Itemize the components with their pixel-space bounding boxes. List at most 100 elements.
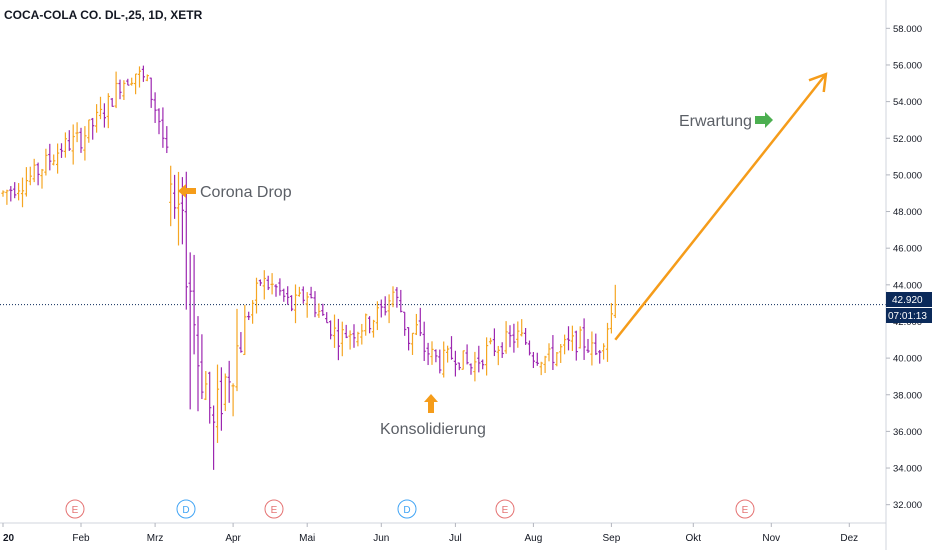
ohlc-bar — [278, 278, 282, 296]
ohlc-bar — [301, 286, 305, 304]
ohlc-bar — [364, 313, 368, 336]
svg-text:E: E — [502, 505, 509, 516]
price-axis[interactable]: 32.00034.00036.00038.00040.00042.00044.0… — [886, 24, 922, 511]
ohlc-bar — [598, 349, 602, 364]
price-tick-label: 54.000 — [893, 97, 922, 108]
ohlc-bar — [566, 326, 571, 351]
ohlc-bar — [71, 124, 75, 165]
time-axis[interactable]: 20 Feb Mrz Apr Mai Jun Jul Aug Sep Okt Nov Dez — [2, 523, 858, 544]
ohlc-bar — [227, 360, 231, 403]
ohlc-bar — [594, 333, 598, 356]
ohlc-bar — [383, 296, 387, 316]
ohlc-bar — [67, 130, 71, 151]
ohlc-bar — [422, 321, 426, 361]
ohlc-bar — [559, 344, 563, 363]
ohlc-bar — [176, 171, 181, 246]
price-tick-label: 32.000 — [893, 500, 922, 511]
event-marker[interactable]: E — [264, 499, 284, 519]
ohlc-bar — [149, 77, 153, 108]
ohlc-bar — [305, 292, 309, 318]
event-marker[interactable]: E — [65, 499, 85, 519]
price-tick-label: 38.000 — [893, 390, 922, 401]
ohlc-bar — [344, 324, 348, 339]
price-tick-label: 44.000 — [893, 280, 922, 291]
ohlc-bar — [426, 342, 430, 366]
ohlc-bar — [586, 338, 590, 353]
ohlc-bar — [223, 373, 227, 412]
ohlc-bar — [516, 321, 520, 348]
symbol-title: COCA-COLA CO. DL-,25, 1D, XETR — [4, 8, 203, 22]
svg-text:E: E — [72, 505, 79, 516]
ohlc-bar — [352, 324, 356, 348]
ohlc-bar — [473, 351, 477, 382]
price-tick-label: 50.000 — [893, 170, 922, 181]
price-tick-label: 34.000 — [893, 464, 922, 475]
ohlc-bar — [500, 342, 504, 358]
ohlc-bar — [430, 341, 434, 365]
ohlc-bar — [293, 284, 298, 324]
price-tick-label: 56.000 — [893, 60, 922, 71]
ohlc-bar — [469, 363, 473, 375]
ohlc-bar — [114, 71, 118, 109]
ohlc-bar — [63, 132, 67, 158]
ohlc-bar — [40, 168, 44, 189]
event-marker[interactable]: D — [397, 499, 417, 519]
time-tick-label: Dez — [840, 533, 858, 544]
ohlc-bar — [527, 340, 532, 356]
ohlc-bar — [28, 166, 32, 186]
event-marker[interactable]: E — [735, 499, 755, 519]
ohlc-bar — [563, 334, 567, 355]
time-tick-label: Apr — [225, 533, 241, 544]
ohlc-bar — [254, 277, 259, 314]
ohlc-bar — [122, 80, 126, 101]
price-tick-label: 36.000 — [893, 427, 922, 438]
event-marker[interactable]: E — [495, 499, 515, 519]
event-marker[interactable]: D — [176, 499, 196, 519]
ohlc-bar — [98, 96, 103, 120]
ohlc-bar — [613, 284, 617, 319]
time-tick-label: Okt — [686, 533, 702, 544]
ohlc-bar — [512, 323, 516, 353]
ohlc-bar — [153, 92, 157, 123]
ohlc-bar — [395, 287, 399, 308]
ohlc-bar — [48, 143, 52, 171]
ohlc-bar — [20, 177, 25, 208]
ohlc-bar — [465, 344, 469, 365]
arrow-up-icon — [424, 394, 438, 413]
ohlc-bar — [270, 273, 274, 295]
ohlc-bar — [173, 174, 177, 219]
price-tick-label: 58.000 — [893, 24, 922, 35]
ohlc-bar — [130, 77, 134, 86]
konsolidierung-label: Konsolidierung — [380, 421, 486, 438]
ohlc-bar — [200, 334, 204, 400]
ohlc-bar — [231, 383, 235, 417]
time-tick-label: Nov — [762, 533, 780, 544]
ohlc-bar — [239, 332, 243, 353]
ohlc-bar — [418, 307, 422, 337]
time-tick-label: Mai — [299, 533, 315, 544]
ohlc-bar — [438, 349, 442, 374]
ohlc-bar — [204, 371, 208, 401]
ohlc-bar — [59, 143, 64, 158]
ohlc-bar — [399, 289, 403, 313]
ohlc-bar — [391, 286, 395, 308]
ohlc-bar — [442, 341, 446, 378]
ohlc-bar — [5, 189, 9, 205]
time-tick-label: Feb — [72, 533, 90, 544]
ohlc-bar — [215, 364, 220, 443]
ohlc-bar — [184, 171, 188, 310]
time-tick-label: Aug — [525, 533, 543, 544]
ohlc-bar — [106, 93, 110, 129]
ohlc-bar — [481, 359, 485, 370]
ohlc-bar — [403, 311, 407, 336]
ohlc-bar — [157, 108, 161, 135]
ohlc-bar — [407, 327, 411, 351]
ohlc-bar — [274, 284, 278, 297]
price-tick-label: 48.000 — [893, 207, 922, 218]
ohlc-bar — [247, 311, 251, 321]
ohlc-bar — [145, 74, 149, 82]
svg-text:E: E — [271, 505, 278, 516]
ohlc-bar — [520, 319, 524, 337]
